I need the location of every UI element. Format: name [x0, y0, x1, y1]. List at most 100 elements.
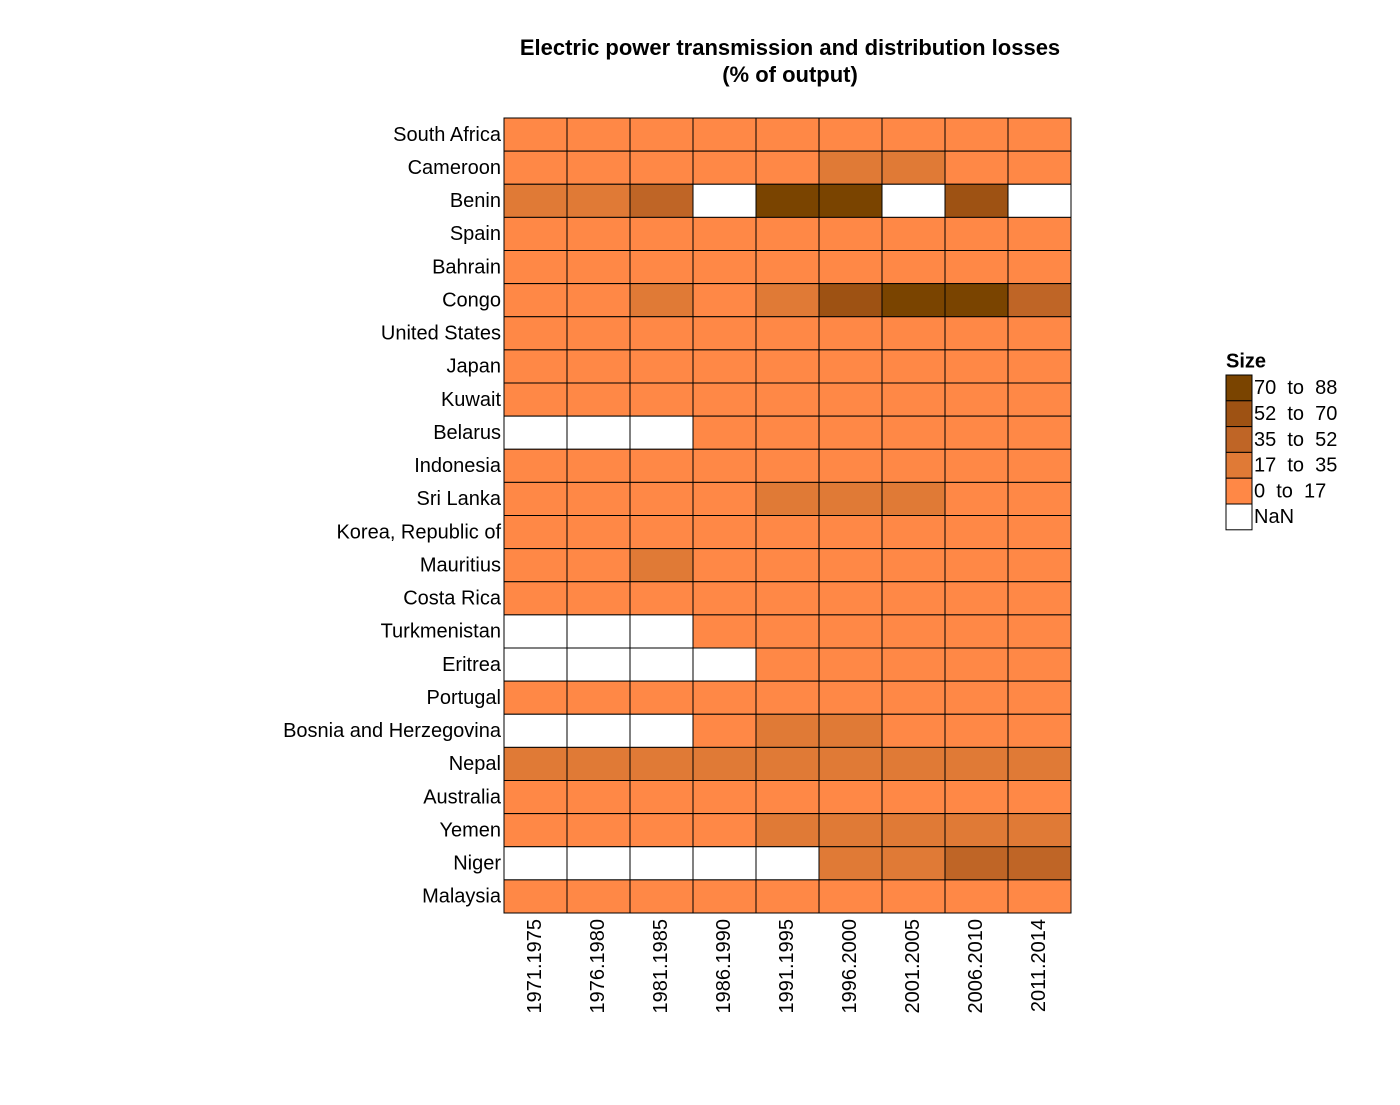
heat-cell [692, 746, 757, 781]
heat-cell [1007, 250, 1072, 285]
heat-cell [818, 846, 883, 881]
heat-cell [503, 780, 568, 815]
y-tick-label: Bahrain [432, 256, 501, 278]
heat-cell [1007, 382, 1072, 417]
missing-cell [503, 713, 568, 748]
y-tick-label: Costa Rica [403, 588, 502, 610]
heat-cell [629, 349, 694, 384]
heat-cell [818, 614, 883, 649]
heat-cell [944, 879, 1009, 914]
heat-cell [692, 216, 757, 251]
heat-cell [755, 746, 820, 781]
missing-cell [566, 647, 631, 682]
heat-cell [503, 382, 568, 417]
legend-swatch [1225, 503, 1253, 531]
heat-cell [692, 349, 757, 384]
heat-cell [944, 250, 1009, 285]
heat-cell [1007, 515, 1072, 550]
heat-cell [944, 780, 1009, 815]
heat-cell [1007, 780, 1072, 815]
heat-cell [755, 117, 820, 152]
heat-cell [944, 846, 1009, 881]
heat-cell [503, 150, 568, 185]
legend-label: 52 to 70 [1254, 403, 1337, 425]
y-tick-label: Turkmenistan [381, 621, 501, 643]
y-tick-label: Mauritius [420, 554, 501, 576]
heat-cell [755, 481, 820, 516]
heat-cell [692, 780, 757, 815]
heat-cell [755, 713, 820, 748]
heat-cell [1007, 713, 1072, 748]
heat-cell [503, 581, 568, 616]
heat-cell [881, 415, 946, 450]
missing-cell [566, 846, 631, 881]
y-tick-label: Nepal [449, 753, 501, 775]
heat-cell [881, 647, 946, 682]
heat-cell [1007, 415, 1072, 450]
heat-cell [755, 216, 820, 251]
heat-cell [566, 780, 631, 815]
missing-cell [692, 846, 757, 881]
heat-cell [503, 216, 568, 251]
heat-cell [1007, 680, 1072, 715]
heat-cell [881, 515, 946, 550]
heat-cell [566, 216, 631, 251]
heat-cell [503, 813, 568, 848]
heat-cell [944, 216, 1009, 251]
heat-cell [629, 448, 694, 483]
heat-cell [1007, 349, 1072, 384]
heat-cell [692, 481, 757, 516]
heat-cell [755, 250, 820, 285]
missing-cell [1007, 183, 1072, 218]
y-tick-label: Spain [450, 223, 501, 245]
heat-cell [944, 515, 1009, 550]
heat-cell [818, 349, 883, 384]
heat-cell [503, 680, 568, 715]
heat-cell [503, 183, 568, 218]
heat-cell [755, 448, 820, 483]
heat-cell [755, 415, 820, 450]
missing-cell [503, 614, 568, 649]
heat-cell [629, 746, 694, 781]
heat-cell [818, 746, 883, 781]
heat-cell [503, 448, 568, 483]
y-tick-label: Indonesia [414, 455, 502, 477]
heat-cell [881, 614, 946, 649]
heat-cell [566, 283, 631, 318]
heat-cell [692, 515, 757, 550]
legend-swatch [1225, 400, 1253, 428]
heat-cell [1007, 581, 1072, 616]
heat-cell [881, 283, 946, 318]
heat-cell [755, 548, 820, 583]
heat-cell [692, 283, 757, 318]
heat-cell [503, 548, 568, 583]
heat-cell [881, 349, 946, 384]
heat-cell [818, 415, 883, 450]
heat-cell [944, 150, 1009, 185]
x-tick-label: 2001.2005 [902, 919, 924, 1014]
heat-cell [881, 448, 946, 483]
heat-cell [755, 614, 820, 649]
heat-cell [566, 349, 631, 384]
y-tick-label: Niger [453, 853, 501, 875]
heat-cell [881, 713, 946, 748]
heat-cell [1007, 481, 1072, 516]
heat-cell [1007, 813, 1072, 848]
heat-cell [881, 879, 946, 914]
heat-cell [503, 250, 568, 285]
x-tick-label: 1996.2000 [839, 919, 861, 1014]
heat-cell [629, 382, 694, 417]
y-tick-label: Congo [442, 289, 501, 311]
heat-cell [818, 581, 883, 616]
heat-cell [944, 713, 1009, 748]
heat-cell [629, 680, 694, 715]
heat-cell [1007, 746, 1072, 781]
heat-cell [755, 150, 820, 185]
y-tick-label: United States [381, 323, 501, 345]
heat-cell [818, 647, 883, 682]
x-tick-label: 1981.1985 [650, 919, 672, 1014]
heat-cell [566, 250, 631, 285]
heat-cell [629, 150, 694, 185]
heat-cell [629, 283, 694, 318]
heat-cell [629, 481, 694, 516]
